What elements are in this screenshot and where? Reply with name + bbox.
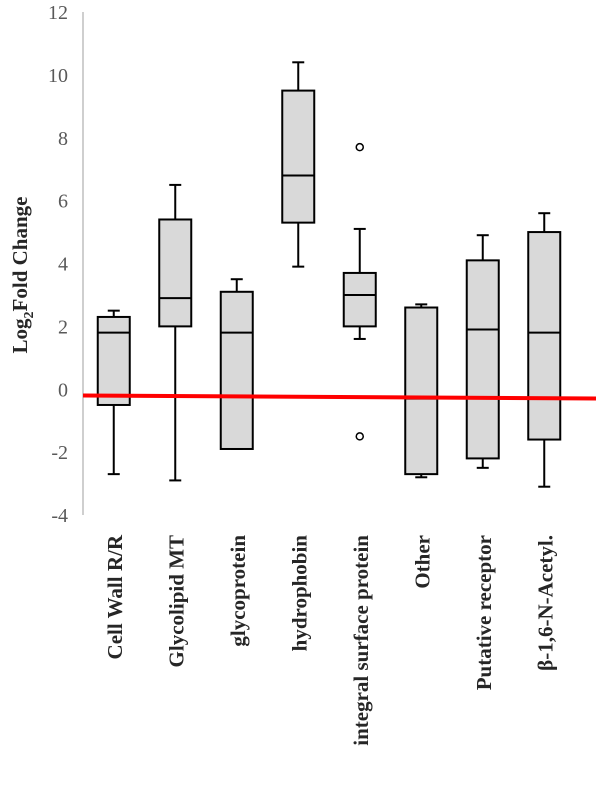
- box-0: [96, 309, 131, 476]
- box-4: [342, 142, 377, 441]
- box-5: [404, 303, 439, 479]
- y-tick-label: 2: [58, 316, 68, 338]
- y-tick-label: 0: [58, 379, 68, 401]
- y-axis-title-rest: Fold Change: [8, 197, 32, 312]
- y-tick-label: -2: [51, 442, 68, 464]
- box-body: [158, 218, 193, 328]
- box-body: [465, 259, 500, 460]
- category-label: integral surface protein: [349, 535, 373, 746]
- category-label: β-1,6-N-Acetyl.: [533, 535, 557, 671]
- y-tick-label: -4: [51, 505, 68, 527]
- y-axis-title: Log2Fold Change: [8, 197, 37, 354]
- box-body: [219, 290, 254, 450]
- reference-line: [82, 393, 596, 401]
- box-6: [465, 234, 500, 469]
- box-series: [96, 61, 562, 488]
- y-tick-label: 6: [58, 191, 68, 213]
- y-tick-labels: 12 10 8 6 4 2 0 -2 -4: [48, 2, 68, 527]
- box-body: [527, 231, 562, 441]
- outlier-point: [355, 142, 364, 152]
- y-tick-label: 8: [58, 128, 68, 150]
- category-label: glycoprotein: [226, 535, 250, 647]
- outlier-point: [355, 432, 364, 441]
- reference-line-group: [82, 393, 596, 401]
- box-body: [342, 271, 377, 328]
- y-axis-title-main: Log: [8, 318, 32, 354]
- y-tick-label: 12: [48, 2, 68, 24]
- y-tick-label: 10: [48, 65, 68, 87]
- box-3: [281, 61, 316, 268]
- box-body: [281, 89, 316, 224]
- category-label: Other: [410, 535, 434, 589]
- category-labels: Cell Wall R/R Glycolipid MT glycoprotein hy…: [103, 534, 558, 746]
- box-body: [404, 306, 439, 476]
- y-tick-label: 4: [58, 254, 68, 276]
- category-label: Cell Wall R/R: [103, 534, 127, 659]
- box-1: [158, 183, 193, 482]
- category-label: Glycolipid MT: [164, 535, 188, 667]
- box-2: [219, 278, 254, 450]
- box-body: [96, 315, 131, 406]
- category-label: hydrophobin: [287, 535, 311, 652]
- category-label: Putative receptor: [472, 535, 496, 690]
- y-axis-title-subscript: 2: [22, 311, 37, 318]
- box-7: [527, 212, 562, 488]
